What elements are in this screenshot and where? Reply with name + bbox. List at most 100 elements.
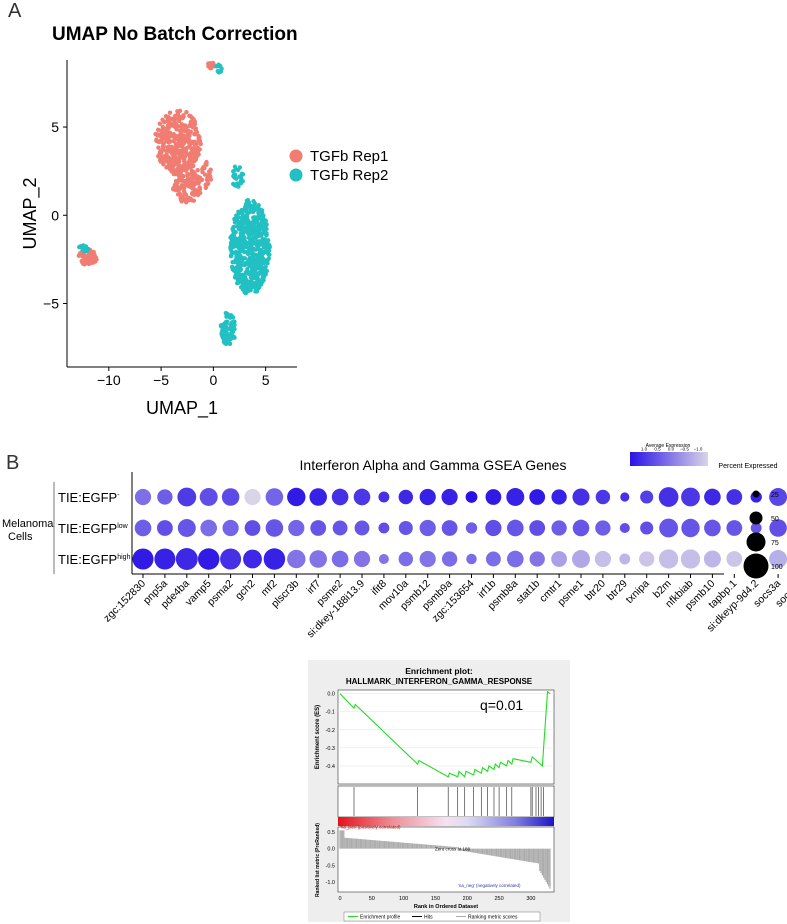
dot — [572, 519, 590, 537]
row-label-base: TIE:EGFP — [58, 490, 117, 505]
dot — [619, 553, 631, 565]
dot — [221, 488, 240, 506]
umap-point — [203, 161, 208, 167]
umap-point — [181, 158, 187, 164]
umap-point — [260, 216, 265, 222]
size-legend-dot — [743, 553, 769, 579]
dot — [157, 520, 173, 536]
size-legend-label: 75 — [771, 540, 779, 547]
umap-point — [191, 117, 196, 122]
dot — [551, 520, 567, 536]
gsea-enrichment-plot: Enrichment plot: HALLMARK_INTERFERON_GAMM… — [308, 660, 570, 922]
umap-point — [195, 178, 200, 183]
umap-y-tick-label: 5 — [51, 119, 59, 135]
gsea-legend-label: Ranking metric scores — [468, 915, 518, 921]
dot — [704, 519, 721, 537]
umap-point — [257, 239, 262, 244]
umap-point — [161, 157, 166, 162]
color-legend-tick: 1.0 — [641, 447, 648, 452]
umap-point — [248, 282, 253, 287]
dot — [466, 553, 477, 565]
es-tick-label: -0.2 — [326, 728, 335, 734]
umap-point — [237, 227, 243, 232]
umap-point — [253, 241, 258, 246]
umap-point — [252, 229, 257, 234]
es-tick-label: -0.1 — [326, 710, 335, 716]
umap-point — [170, 158, 176, 163]
dot — [726, 520, 743, 536]
umap-point — [196, 152, 201, 157]
dot — [441, 551, 458, 567]
legend-swatch-2 — [289, 168, 303, 182]
dot — [354, 520, 370, 536]
umap-point — [233, 236, 238, 241]
dot — [419, 550, 436, 568]
size-legend-label: 100 — [771, 564, 783, 571]
umap-point — [254, 218, 260, 224]
dot — [595, 489, 611, 505]
umap-point — [94, 257, 99, 262]
umap-point — [230, 265, 235, 271]
umap-point — [215, 69, 221, 74]
rank-x-tick-label: 250 — [494, 896, 503, 902]
dot — [485, 551, 501, 567]
umap-point — [159, 131, 164, 136]
umap-point — [241, 221, 247, 226]
dot — [465, 522, 478, 534]
umap-point — [174, 161, 179, 167]
rank-heat-bar — [338, 817, 554, 826]
dot — [465, 491, 478, 503]
dot — [177, 487, 197, 507]
umap-point — [231, 169, 236, 174]
umap-point — [245, 198, 251, 203]
umap-point — [156, 154, 161, 159]
umap-point — [235, 264, 240, 270]
dot — [620, 492, 630, 502]
umap-point — [185, 173, 190, 178]
umap-point — [160, 117, 165, 122]
dot — [199, 488, 218, 506]
umap-point — [238, 231, 244, 236]
umap-point — [245, 279, 251, 284]
size-legend-label: 50 — [771, 516, 779, 523]
es-plot-area — [337, 689, 555, 785]
dot — [750, 522, 762, 534]
umap-point — [190, 191, 195, 196]
dot — [506, 519, 524, 537]
rank-x-tick-label: 0 — [338, 896, 341, 902]
umap-point — [224, 321, 229, 327]
dotplot-chart: Interferon Alpha and Gamma GSEA Genes Mel… — [0, 440, 787, 660]
rank-tick-label: 0.0 — [327, 847, 335, 853]
dot — [726, 489, 743, 505]
rank-x-tick-label: 200 — [463, 896, 472, 902]
umap-point — [248, 243, 254, 248]
umap-point — [205, 182, 210, 187]
umap-point — [214, 64, 219, 69]
pos-correlated-label: 'na_pos' (positively correlated) — [340, 825, 401, 830]
umap-point — [228, 253, 234, 259]
color-legend-title: Average Expression — [646, 443, 691, 449]
umap-point — [172, 119, 177, 124]
dot — [222, 519, 239, 537]
umap-point — [253, 252, 258, 257]
umap-point — [241, 236, 246, 242]
umap-point — [82, 262, 87, 267]
umap-point — [183, 198, 189, 204]
umap-point — [169, 165, 175, 171]
umap-point — [236, 209, 241, 214]
umap-point — [166, 133, 171, 138]
dot — [378, 491, 390, 503]
dot — [619, 522, 630, 534]
umap-point — [79, 258, 85, 263]
umap-point — [164, 152, 169, 157]
umap-point — [249, 272, 255, 277]
dot — [378, 522, 390, 534]
gsea-subtitle: HALLMARK_INTERFERON_GAMMA_RESPONSE — [346, 677, 533, 686]
umap-point — [241, 275, 247, 281]
umap-point — [225, 313, 230, 319]
gsea-legend-label: Enrichment profile — [360, 915, 401, 921]
dot — [769, 519, 787, 537]
umap-point — [192, 153, 198, 159]
umap-point — [197, 186, 203, 192]
umap-point — [232, 164, 238, 169]
